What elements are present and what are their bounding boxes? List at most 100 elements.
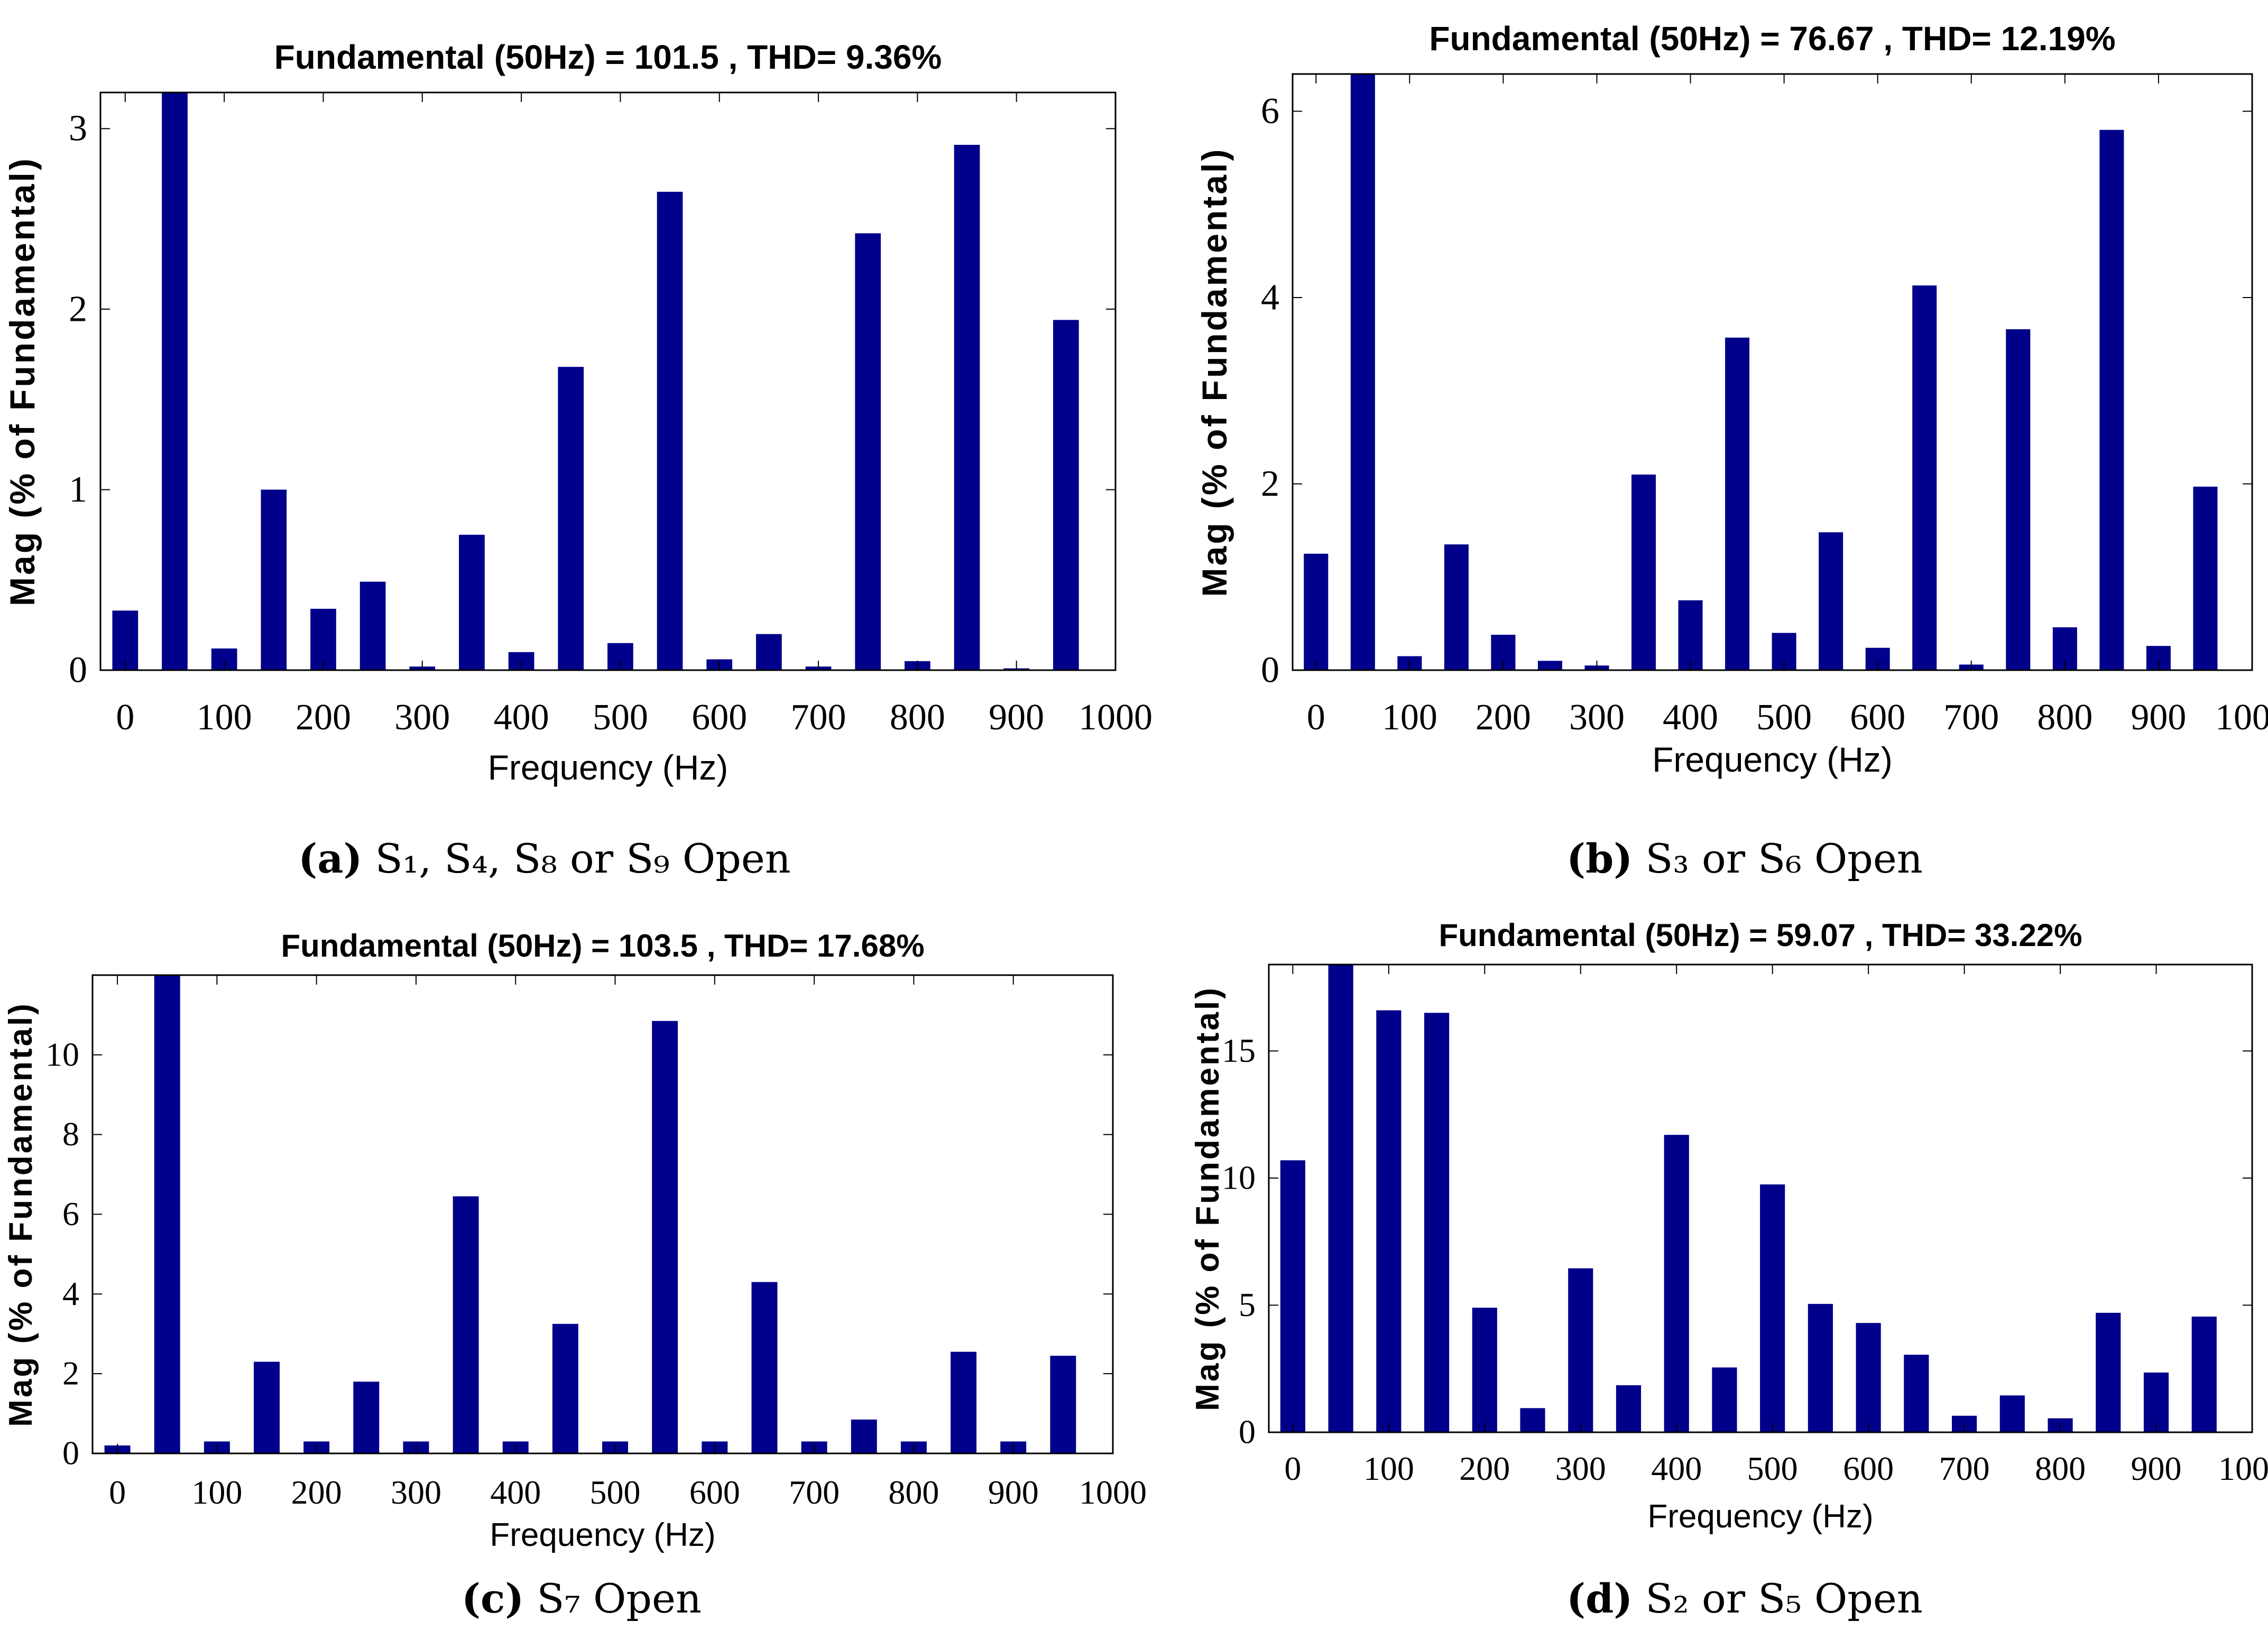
chart-d-bar-350hz [1616, 1385, 1642, 1432]
chart-d-bar-400hz [1664, 1135, 1689, 1432]
chart-a-xtick-label: 400 [494, 697, 549, 738]
chart-a-bar-550hz [657, 191, 683, 670]
chart-b-bar-350hz [1631, 474, 1656, 670]
chart-c-bar-350hz [453, 1196, 479, 1453]
chart-b-bar-50hz [1350, 74, 1375, 670]
chart-b-bar-550hz [1819, 532, 1843, 670]
chart-d-svg: Fundamental (50Hz) = 59.07 , THD= 33.22%… [1190, 918, 2268, 1535]
chart-a-bar-850hz [954, 145, 980, 671]
chart-c-xtick-label: 0 [109, 1474, 126, 1511]
chart-d-xtick-label: 600 [1843, 1450, 1894, 1487]
chart-d-xtick-label: 100 [1363, 1450, 1414, 1487]
chart-d-plot-frame [1268, 963, 2253, 1433]
chart-b-bar-650hz [1912, 285, 1937, 670]
chart-b-ylabel: Mag (% of Fundamental) [1195, 147, 1234, 597]
chart-a-xtick-label: 500 [593, 697, 648, 738]
chart-d-bar-300hz [1568, 1268, 1593, 1432]
chart-d-ytick-label: 15 [1222, 1032, 1256, 1069]
chart-a-xtick-label: 100 [197, 697, 252, 738]
chart-c-xtick-label: 600 [689, 1474, 740, 1511]
chart-d-title: Fundamental (50Hz) = 59.07 , THD= 33.22% [1439, 918, 2082, 953]
chart-d-xtick-label: 700 [1939, 1450, 1990, 1487]
chart-a-svg: Fundamental (50Hz) = 101.5 , THD= 9.36% 0… [3, 38, 1153, 787]
chart-d-xtick-label: 900 [2131, 1450, 2182, 1487]
chart-d-bar-900hz [2143, 1372, 2169, 1432]
chart-a-xtick-label: 200 [296, 697, 351, 738]
chart-b-xtick-label: 800 [2037, 697, 2092, 738]
chart-a-bar-450hz [558, 367, 584, 670]
caption-c: (c) S₇ Open [238, 1575, 925, 1622]
chart-a-xtick-label: 0 [116, 697, 134, 738]
chart-b-xlabel: Frequency (Hz) [1652, 740, 1893, 779]
chart-c-ytick-label: 0 [62, 1434, 79, 1471]
chart-panel-d: Fundamental (50Hz) = 59.07 , THD= 33.22%… [1190, 898, 2268, 1631]
chart-a-bar-150hz [261, 489, 287, 670]
chart-c-ytick-label: 8 [62, 1115, 79, 1153]
chart-c-ytick-label: 6 [62, 1195, 79, 1232]
chart-c-svg: Fundamental (50Hz) = 103.5 , THD= 17.68%… [3, 928, 1147, 1553]
chart-a-ytick-label: 3 [69, 108, 87, 149]
chart-c-xtick-label: 400 [490, 1474, 541, 1511]
chart-d-bar-100hz [1376, 1010, 1402, 1432]
caption-b-label: (b) [1566, 835, 1633, 882]
caption-b: (b) S₃ or S₆ Open [1401, 835, 2088, 882]
chart-b-xtick-label: 200 [1476, 697, 1531, 738]
chart-d-bar-200hz [1472, 1308, 1497, 1432]
chart-panel-b: Fundamental (50Hz) = 76.67 , THD= 12.19%… [1190, 0, 2268, 816]
chart-c-xtick-label: 700 [789, 1474, 840, 1511]
chart-a-bar-0hz [112, 610, 139, 670]
chart-c-xtick-label: 500 [590, 1474, 641, 1511]
chart-b-svg: Fundamental (50Hz) = 76.67 , THD= 12.19%… [1195, 20, 2268, 779]
chart-a-xtick-label: 900 [989, 697, 1044, 738]
chart-d-ytick-label: 10 [1222, 1159, 1256, 1197]
chart-d-bar-750hz [1999, 1395, 2025, 1432]
chart-c-xtick-label: 200 [291, 1474, 342, 1511]
chart-b-ytick-label: 6 [1261, 91, 1279, 132]
chart-b-bar-750hz [2006, 329, 2031, 670]
chart-a-title: Fundamental (50Hz) = 101.5 , THD= 9.36% [274, 38, 942, 76]
chart-b-xtick-label: 700 [1943, 697, 1999, 738]
caption-c-label: (c) [462, 1575, 524, 1622]
chart-c-xtick-label: 1000 [1079, 1474, 1147, 1511]
chart-b-title: Fundamental (50Hz) = 76.67 , THD= 12.19% [1429, 20, 2115, 58]
chart-c-bar-450hz [552, 1323, 578, 1453]
chart-d-xtick-label: 800 [2035, 1450, 2086, 1487]
chart-a-bar-950hz [1053, 320, 1079, 670]
chart-c-bar-50hz [154, 975, 180, 1453]
chart-b-xtick-label: 400 [1663, 697, 1718, 738]
chart-b-ytick-label: 0 [1261, 650, 1279, 690]
chart-d-bar-150hz [1424, 1013, 1450, 1432]
chart-a-xlabel: Frequency (Hz) [488, 748, 729, 787]
chart-b-ytick-label: 4 [1261, 277, 1279, 318]
chart-b-bar-0hz [1304, 553, 1329, 670]
chart-a-xtick-label: 800 [890, 697, 945, 738]
chart-a-ytick-label: 2 [69, 289, 87, 329]
chart-c-bar-850hz [951, 1351, 977, 1453]
chart-d-xtick-label: 1000 [2218, 1450, 2268, 1487]
chart-b-plot-frame [1292, 73, 2253, 671]
chart-c-bar-750hz [851, 1419, 877, 1453]
chart-a-bar-50hz [162, 92, 188, 670]
chart-a-xtick-label: 300 [394, 697, 450, 738]
chart-d-bar-50hz [1328, 965, 1353, 1432]
chart-b-bar-450hz [1725, 337, 1750, 670]
chart-panel-a: Fundamental (50Hz) = 101.5 , THD= 9.36% 0… [0, 0, 1153, 816]
chart-d-bar-650hz [1904, 1355, 1929, 1432]
chart-b-xtick-label: 600 [1850, 697, 1905, 738]
chart-a-xtick-label: 1000 [1078, 697, 1153, 738]
chart-b-xtick-label: 100 [1382, 697, 1437, 738]
chart-d-ytick-label: 0 [1239, 1413, 1256, 1450]
chart-c-xtick-label: 300 [391, 1474, 441, 1511]
chart-c-bar-250hz [353, 1382, 380, 1453]
chart-d-bar-0hz [1280, 1160, 1305, 1432]
chart-c-title: Fundamental (50Hz) = 103.5 , THD= 17.68% [281, 928, 924, 963]
chart-c-ylabel: Mag (% of Fundamental) [3, 1002, 39, 1426]
chart-a-bar-250hz [359, 581, 386, 670]
chart-b-ytick-label: 2 [1261, 464, 1279, 504]
caption-a: (a) S₁, S₄, S₈ or S₉ Open [201, 835, 888, 882]
chart-d-xtick-label: 500 [1747, 1450, 1798, 1487]
chart-a-ytick-label: 0 [69, 650, 87, 690]
caption-c-text: S₇ Open [524, 1575, 702, 1622]
chart-a-plot-frame [99, 91, 1117, 671]
chart-d-xtick-label: 200 [1459, 1450, 1510, 1487]
